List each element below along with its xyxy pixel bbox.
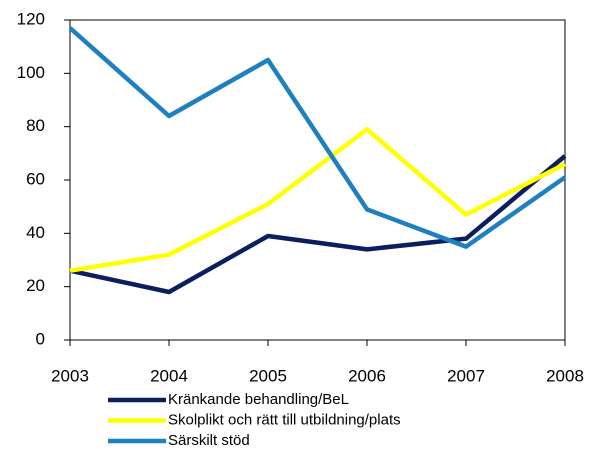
series-line <box>69 154 567 295</box>
x-tick-label: 2004 <box>150 366 188 385</box>
legend-label: Särskilt stöd <box>168 432 250 449</box>
legend-label: Kränkande behandling/BeL <box>168 391 349 408</box>
x-tick-label: 2008 <box>546 366 584 385</box>
y-tick-label: 20 <box>26 276 45 295</box>
x-tick-label: 2003 <box>51 366 89 385</box>
y-tick-label: 120 <box>17 9 45 28</box>
x-tick-label: 2007 <box>447 366 485 385</box>
y-tick-label: 40 <box>26 223 45 242</box>
y-tick-label: 100 <box>17 63 45 82</box>
x-tick-label: 2005 <box>249 366 287 385</box>
plot-area <box>69 19 566 341</box>
series-line <box>68 26 567 249</box>
x-tick-label: 2006 <box>348 366 386 385</box>
legend-label: Skolplikt och rätt till utbildning/plats <box>168 411 401 428</box>
y-tick-label: 60 <box>26 169 45 188</box>
series-line <box>69 127 567 273</box>
y-tick-label: 0 <box>36 329 45 348</box>
y-tick-label: 80 <box>26 116 45 135</box>
